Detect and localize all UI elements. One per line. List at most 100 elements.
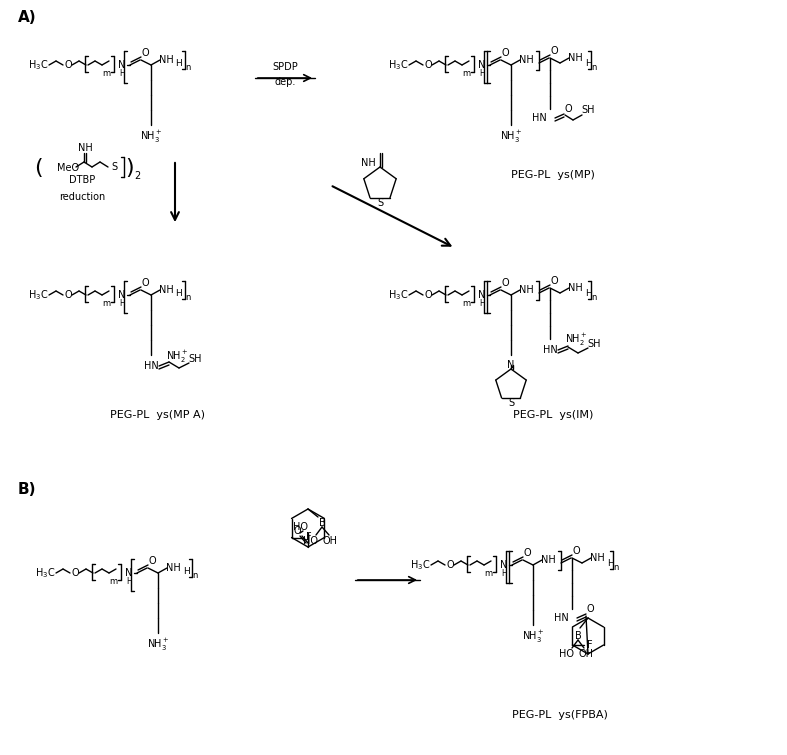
Text: n: n bbox=[613, 562, 619, 572]
Text: HO: HO bbox=[304, 536, 319, 546]
Text: O: O bbox=[424, 60, 432, 70]
Text: H$_3$C: H$_3$C bbox=[35, 566, 55, 580]
Text: DTBP: DTBP bbox=[69, 175, 95, 185]
Text: O: O bbox=[65, 290, 72, 300]
Text: m: m bbox=[484, 569, 492, 578]
Text: N: N bbox=[478, 60, 486, 70]
Text: SH: SH bbox=[587, 339, 600, 349]
Text: NH: NH bbox=[541, 555, 556, 565]
Text: OH: OH bbox=[578, 649, 593, 659]
Text: S: S bbox=[111, 162, 117, 172]
Text: S: S bbox=[508, 398, 514, 408]
Text: H: H bbox=[585, 288, 591, 297]
Text: MeO: MeO bbox=[57, 163, 79, 173]
Text: NH: NH bbox=[519, 55, 534, 65]
Text: H: H bbox=[176, 58, 183, 67]
Text: NH: NH bbox=[567, 283, 582, 293]
Text: O: O bbox=[294, 526, 301, 536]
Text: ): ) bbox=[126, 158, 135, 178]
Text: O: O bbox=[141, 278, 149, 288]
Text: O: O bbox=[550, 46, 558, 56]
Text: (: ( bbox=[34, 158, 42, 178]
Text: PEG-PL  ys(MP A): PEG-PL ys(MP A) bbox=[110, 410, 205, 420]
Text: O: O bbox=[550, 276, 558, 286]
Text: n: n bbox=[185, 292, 190, 301]
Text: O: O bbox=[501, 48, 509, 58]
Text: NH: NH bbox=[78, 143, 92, 153]
Text: NH$_3^+$: NH$_3^+$ bbox=[500, 129, 523, 145]
Text: n: n bbox=[591, 292, 597, 301]
Text: O: O bbox=[501, 278, 509, 288]
Text: H: H bbox=[119, 298, 125, 307]
Text: SH: SH bbox=[582, 105, 595, 115]
Text: m: m bbox=[102, 69, 110, 78]
Text: OH: OH bbox=[323, 536, 338, 546]
Text: S: S bbox=[377, 198, 383, 208]
Text: NH: NH bbox=[159, 285, 173, 295]
Text: SPDP: SPDP bbox=[272, 62, 297, 72]
Text: m: m bbox=[109, 577, 117, 585]
Text: NH: NH bbox=[589, 553, 604, 563]
Text: n: n bbox=[192, 571, 198, 580]
Text: NH: NH bbox=[360, 158, 375, 168]
Text: N: N bbox=[125, 568, 133, 578]
Text: N: N bbox=[478, 290, 486, 300]
Text: H: H bbox=[126, 577, 132, 585]
Text: H$_3$C: H$_3$C bbox=[410, 558, 430, 572]
Text: O: O bbox=[71, 568, 79, 578]
Text: NH$_2^+$: NH$_2^+$ bbox=[166, 349, 188, 365]
Text: O: O bbox=[65, 60, 72, 70]
Text: H: H bbox=[501, 569, 507, 578]
Text: NH: NH bbox=[165, 563, 180, 573]
Text: NH$_2^+$: NH$_2^+$ bbox=[565, 332, 587, 348]
Text: HN: HN bbox=[143, 361, 158, 371]
Text: HN: HN bbox=[542, 345, 557, 355]
Text: N: N bbox=[501, 560, 508, 570]
Text: PEG-PL  ys(IM): PEG-PL ys(IM) bbox=[513, 410, 593, 420]
Text: m: m bbox=[102, 298, 110, 307]
Text: dep.: dep. bbox=[275, 77, 296, 87]
Text: H: H bbox=[479, 69, 485, 78]
Text: O: O bbox=[141, 48, 149, 58]
Text: H: H bbox=[119, 69, 125, 78]
Text: N: N bbox=[508, 360, 515, 370]
Text: HN: HN bbox=[532, 113, 547, 123]
Text: NH$_3^+$: NH$_3^+$ bbox=[146, 637, 169, 653]
Text: H$_3$C: H$_3$C bbox=[28, 288, 48, 302]
Text: NH$_3^+$: NH$_3^+$ bbox=[522, 629, 545, 645]
Text: N: N bbox=[118, 60, 126, 70]
Text: H: H bbox=[585, 58, 591, 67]
Text: 2: 2 bbox=[134, 171, 140, 181]
Text: HO: HO bbox=[559, 649, 574, 659]
Text: H: H bbox=[176, 288, 183, 297]
Text: NH$_3^+$: NH$_3^+$ bbox=[140, 129, 162, 145]
Text: H: H bbox=[607, 559, 613, 568]
Text: H: H bbox=[479, 298, 485, 307]
Text: n: n bbox=[591, 63, 597, 72]
Text: PEG-PL  ys(FPBA): PEG-PL ys(FPBA) bbox=[512, 710, 608, 720]
Text: F: F bbox=[305, 532, 312, 543]
Text: NH: NH bbox=[567, 53, 582, 63]
Text: B: B bbox=[319, 518, 325, 528]
Text: F: F bbox=[586, 640, 593, 650]
Text: SH: SH bbox=[188, 354, 201, 364]
Text: H$_3$C: H$_3$C bbox=[28, 58, 48, 72]
Text: PEG-PL  ys(MP): PEG-PL ys(MP) bbox=[511, 170, 595, 180]
Text: HN: HN bbox=[554, 613, 569, 623]
Text: reduction: reduction bbox=[59, 192, 105, 202]
Text: O: O bbox=[446, 560, 454, 570]
Text: n: n bbox=[185, 63, 190, 72]
Text: O: O bbox=[586, 604, 594, 614]
Text: O: O bbox=[148, 556, 156, 566]
Text: NH: NH bbox=[519, 285, 534, 295]
Text: B): B) bbox=[18, 482, 36, 498]
Text: N: N bbox=[118, 290, 126, 300]
Text: m: m bbox=[462, 69, 470, 78]
Text: O: O bbox=[572, 546, 580, 556]
Text: O: O bbox=[564, 104, 572, 114]
Text: H$_3$C: H$_3$C bbox=[388, 58, 408, 72]
Text: H$_3$C: H$_3$C bbox=[388, 288, 408, 302]
Text: m: m bbox=[462, 298, 470, 307]
Text: O: O bbox=[424, 290, 432, 300]
Text: NH: NH bbox=[159, 55, 173, 65]
